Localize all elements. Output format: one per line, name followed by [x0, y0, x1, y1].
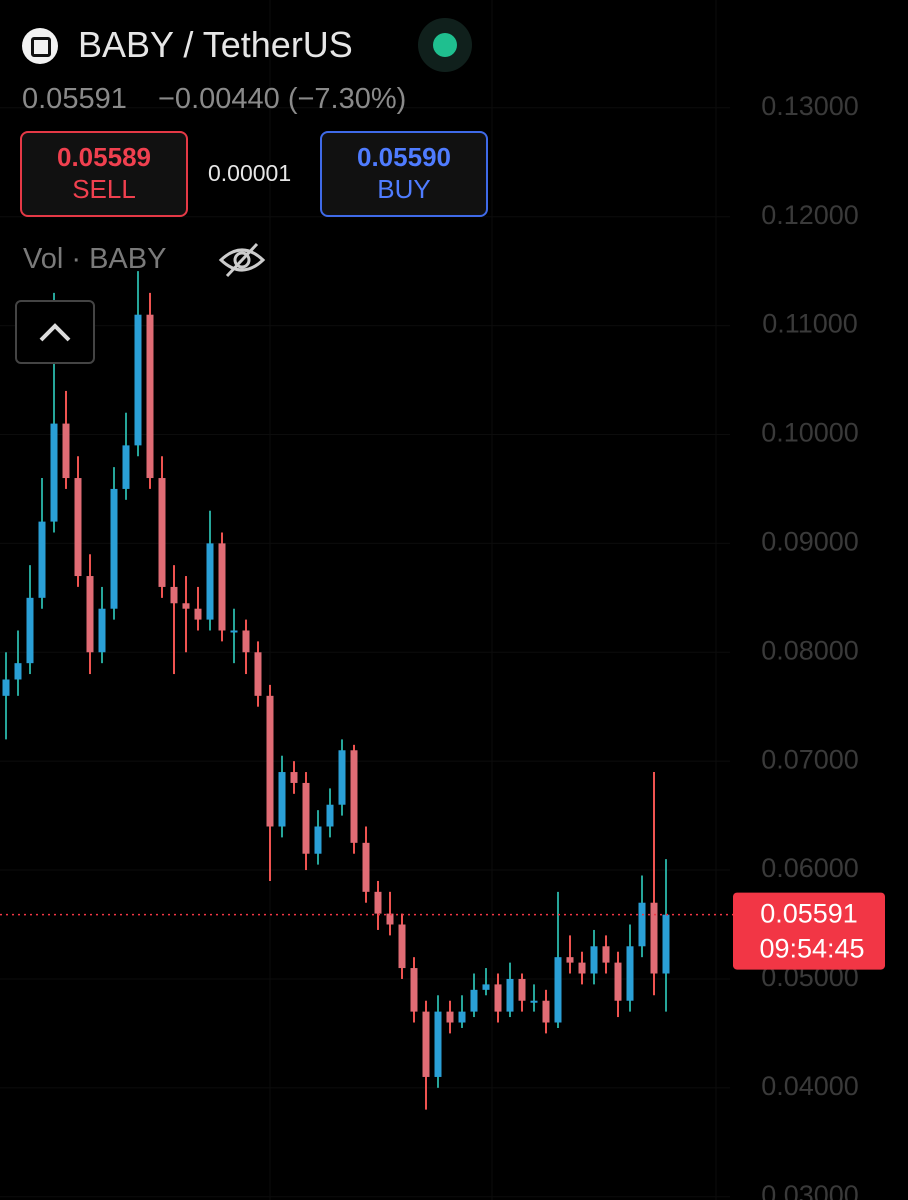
hide-icon[interactable]	[217, 240, 267, 280]
candle-body	[386, 913, 394, 925]
candle-body	[242, 630, 250, 653]
candle-body	[98, 608, 106, 653]
candle-body	[422, 1011, 430, 1077]
candle-body	[2, 679, 10, 696]
candle-body	[122, 445, 130, 489]
volume-label: Vol · BABY	[23, 243, 167, 275]
candle-body	[530, 1000, 538, 1003]
candle-body	[614, 962, 622, 1001]
buy-price: 0.05590	[357, 142, 451, 172]
candle-body	[278, 772, 286, 827]
y-tick-label: 0.06000	[761, 853, 859, 883]
y-tick-label: 0.12000	[761, 200, 859, 230]
candle-body	[326, 804, 334, 827]
last-price-label: 0.05591	[760, 899, 858, 929]
candle-body	[206, 543, 214, 620]
candle-body	[410, 968, 418, 1012]
candle-body	[470, 989, 478, 1012]
candle-body	[650, 902, 658, 974]
candle-body	[662, 914, 670, 974]
candle-body	[38, 521, 46, 598]
candle-body	[458, 1011, 466, 1023]
y-tick-label: 0.08000	[761, 635, 859, 665]
last-price: 0.05591	[22, 83, 127, 115]
candle-body	[110, 488, 118, 609]
sell-label: SELL	[72, 174, 136, 204]
y-tick-label: 0.11000	[762, 309, 858, 339]
buy-label: BUY	[377, 174, 431, 204]
y-tick-label: 0.03000	[761, 1180, 859, 1200]
y-tick-label: 0.13000	[761, 91, 859, 121]
candle-body	[626, 946, 634, 1001]
candle-body	[398, 924, 406, 969]
candle-body	[482, 984, 490, 990]
candle-body	[26, 597, 34, 664]
candle-body	[14, 663, 22, 680]
status-indicator	[418, 18, 472, 72]
candle-body	[494, 984, 502, 1012]
candle-body	[590, 946, 598, 974]
candle-body	[134, 314, 142, 446]
candle-body	[314, 826, 322, 854]
candle-body	[50, 423, 58, 522]
candle-body	[74, 478, 82, 577]
y-tick-label: 0.07000	[761, 744, 859, 774]
buy-button[interactable]: 0.05590 BUY	[320, 131, 488, 217]
candle-body	[518, 978, 526, 1001]
candle-body	[374, 891, 382, 914]
candle-body	[230, 630, 238, 633]
spread: 0.00001	[208, 160, 292, 186]
candle-body	[218, 543, 226, 631]
sell-price: 0.05589	[57, 142, 151, 172]
candle-body	[554, 957, 562, 1023]
price-change: −0.00440 (−7.30%)	[158, 83, 407, 115]
candle-body	[578, 962, 586, 974]
candle-body	[194, 608, 202, 620]
symbol-title[interactable]: BABY / TetherUS	[78, 24, 353, 65]
coin-icon	[22, 28, 58, 64]
y-tick-label: 0.09000	[761, 527, 859, 557]
sell-button[interactable]: 0.05589 SELL	[20, 131, 188, 217]
candle-body	[362, 842, 370, 892]
candle-body	[182, 603, 190, 609]
candle-body	[86, 576, 94, 653]
candle-body	[302, 782, 310, 854]
candle-body	[566, 957, 574, 963]
candle-body	[446, 1011, 454, 1023]
candle-body	[290, 772, 298, 783]
candle-body	[158, 478, 166, 587]
candle-body	[338, 750, 346, 805]
candle-body	[506, 978, 514, 1012]
countdown-label: 09:54:45	[759, 934, 864, 964]
candle-body	[542, 1000, 550, 1023]
candle-body	[254, 652, 262, 696]
y-tick-label: 0.04000	[761, 1071, 859, 1101]
candle-body	[266, 695, 274, 827]
candle-body	[146, 314, 154, 479]
last-price-tag	[733, 892, 885, 970]
candle-body	[62, 423, 70, 479]
candle-body	[350, 750, 358, 843]
candle-body	[170, 586, 178, 604]
candle-body	[434, 1011, 442, 1077]
y-tick-label: 0.10000	[761, 418, 859, 448]
collapse-button[interactable]	[15, 300, 95, 364]
candle-body	[638, 902, 646, 947]
candle-body	[602, 946, 610, 963]
